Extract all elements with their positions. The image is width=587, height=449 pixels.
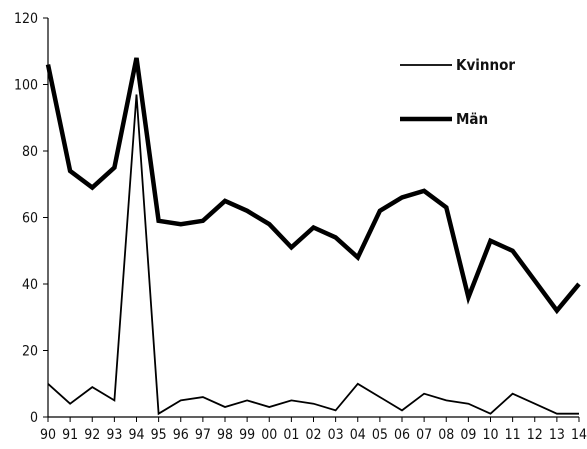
x-tick-label: 14 bbox=[571, 427, 587, 443]
y-tick-label: 60 bbox=[22, 211, 38, 227]
legend-label-man: Män bbox=[456, 110, 488, 128]
x-tick-label: 06 bbox=[394, 427, 410, 443]
x-tick-label: 90 bbox=[40, 427, 56, 443]
series-line-kvinnor bbox=[47, 94, 579, 416]
x-tick-label: 01 bbox=[283, 427, 299, 443]
y-tick-label: 100 bbox=[14, 78, 38, 94]
legend-label-kvinnor: Kvinnor bbox=[456, 56, 515, 74]
x-tick-label: 93 bbox=[106, 427, 122, 443]
x-axis-ticks: 90 91 92 93 94 95 96 97 98 99 00 01 02 03 04 05 06 07 08 09… bbox=[40, 417, 587, 443]
legend: Kvinnor Män bbox=[400, 56, 515, 128]
y-tick-label: 0 bbox=[30, 410, 38, 426]
x-tick-label: 03 bbox=[328, 427, 344, 443]
y-tick-label: 80 bbox=[22, 144, 38, 160]
x-tick-label: 13 bbox=[549, 427, 565, 443]
x-tick-label: 04 bbox=[350, 427, 366, 443]
y-tick-label: 40 bbox=[22, 277, 38, 293]
y-tick-label: 120 bbox=[14, 11, 38, 27]
y-tick-label: 20 bbox=[22, 344, 38, 360]
x-tick-label: 95 bbox=[151, 427, 167, 443]
series-lines bbox=[45, 57, 581, 416]
y-axis-ticks: 0 20 40 60 80 100 120 bbox=[14, 11, 48, 426]
x-tick-label: 97 bbox=[195, 427, 211, 443]
x-tick-label: 07 bbox=[416, 427, 432, 443]
x-tick-label: 10 bbox=[482, 427, 498, 443]
x-tick-label: 92 bbox=[84, 427, 100, 443]
x-tick-label: 00 bbox=[261, 427, 277, 443]
x-tick-label: 94 bbox=[128, 427, 144, 443]
x-tick-label: 98 bbox=[217, 427, 233, 443]
x-tick-label: 96 bbox=[173, 427, 189, 443]
x-tick-label: 99 bbox=[239, 427, 255, 443]
x-tick-label: 12 bbox=[527, 427, 543, 443]
series-line-man bbox=[45, 57, 581, 315]
x-tick-label: 91 bbox=[62, 427, 78, 443]
x-tick-label: 05 bbox=[372, 427, 388, 443]
x-tick-label: 09 bbox=[460, 427, 476, 443]
x-tick-label: 02 bbox=[305, 427, 321, 443]
x-tick-label: 11 bbox=[505, 427, 521, 443]
x-tick-label: 08 bbox=[438, 427, 454, 443]
